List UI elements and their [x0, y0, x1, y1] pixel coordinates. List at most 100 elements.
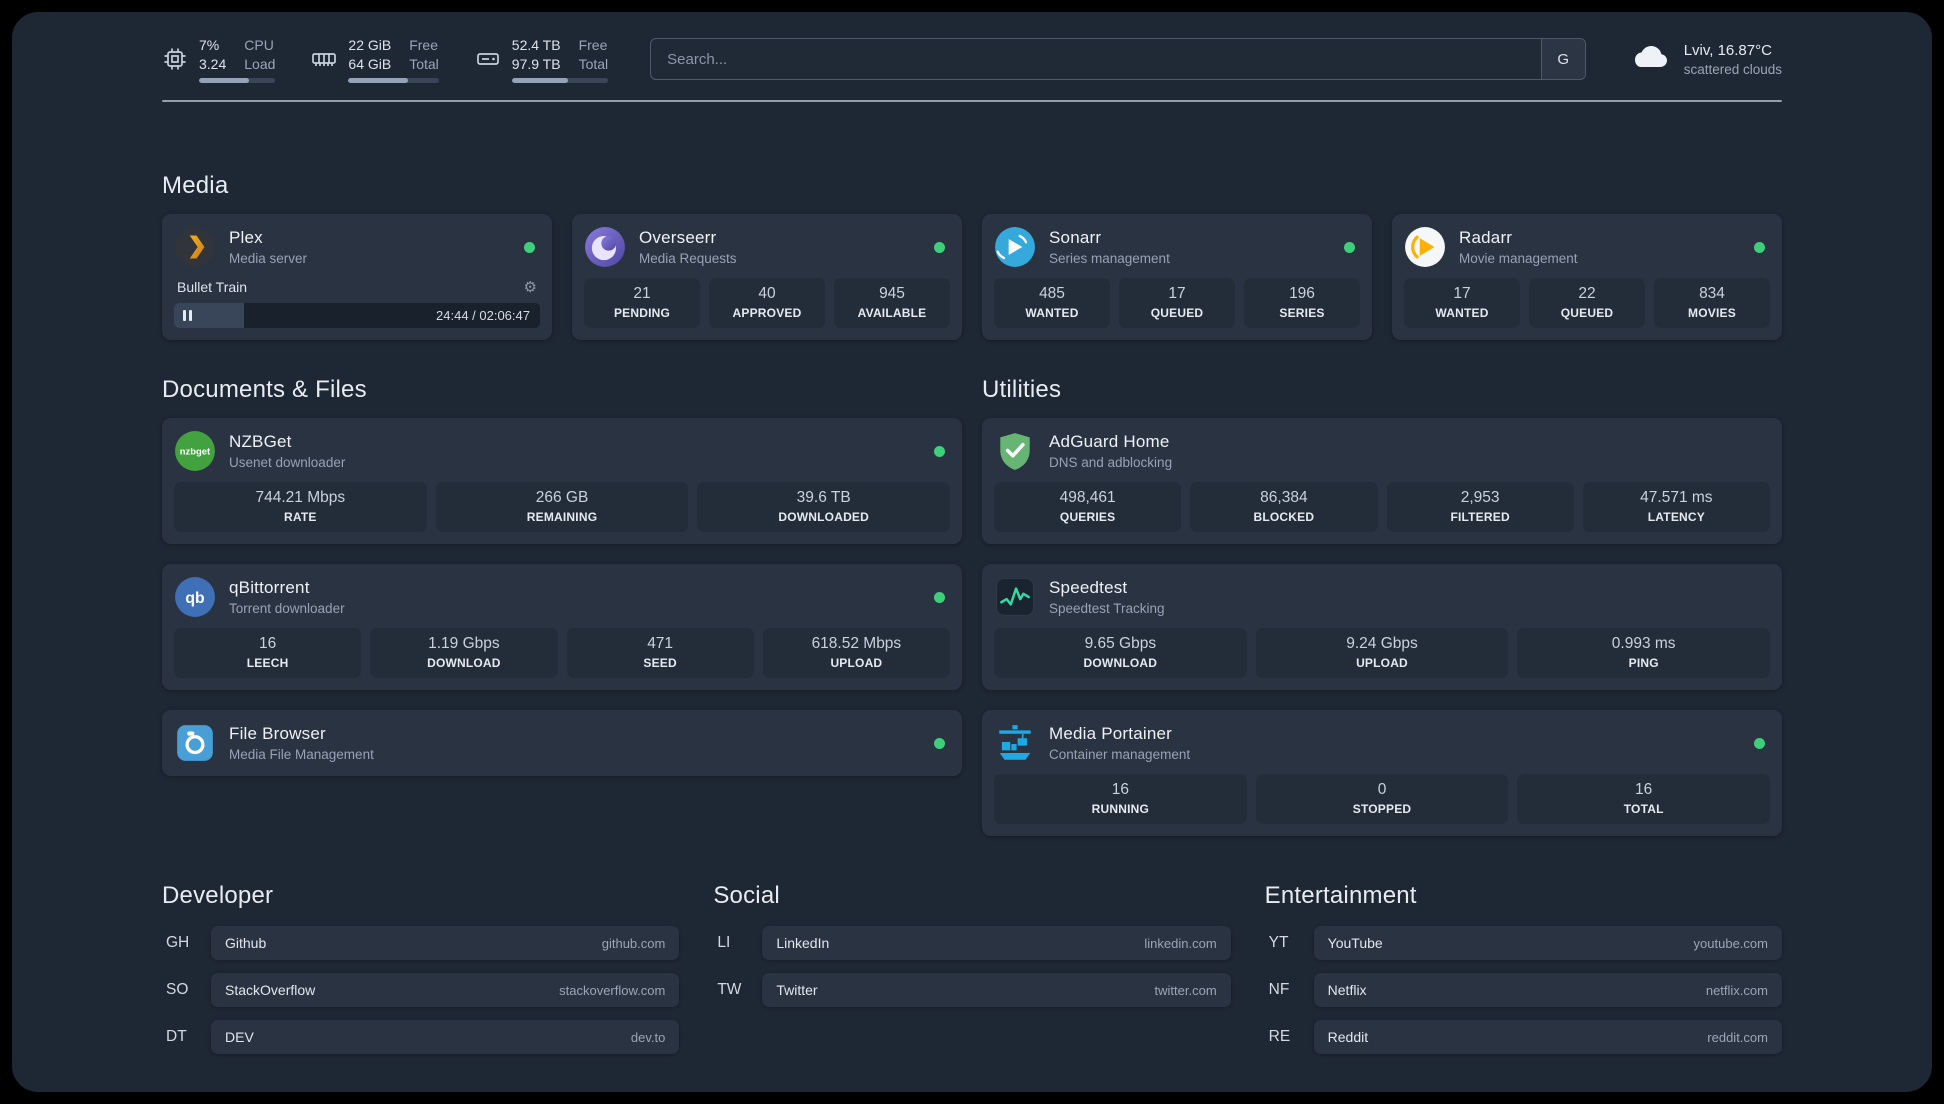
speedtest-link[interactable]: Speedtest Speedtest Tracking	[994, 576, 1770, 618]
radarr-link[interactable]: Radarr Movie management	[1404, 226, 1770, 268]
search-bar: G	[650, 38, 1586, 80]
stat-value: 618.52 Mbps	[811, 635, 902, 652]
overseerr-card: Overseerr Media Requests 21 PENDING 40 A…	[572, 214, 962, 340]
section-title-entertainment: Entertainment	[1264, 882, 1417, 909]
section-title-social: Social	[713, 882, 780, 909]
stat-label: FILTERED	[1450, 510, 1510, 524]
stat-value: 40	[758, 285, 776, 302]
filebrowser-icon	[174, 722, 216, 764]
playback-progress-bar[interactable]: 24:44 / 02:06:47	[174, 303, 540, 328]
bookmark-link-twitter[interactable]: Twitter twitter.com	[762, 973, 1231, 1007]
stat-label: LATENCY	[1647, 510, 1705, 524]
plex-now-playing: Bullet Train ⚙ 24:44 / 02:06:47	[174, 276, 540, 328]
stat-value: 744.21 Mbps	[255, 489, 346, 506]
portainer-card: Media Portainer Container management 16 …	[982, 710, 1782, 836]
stat-label: WANTED	[1025, 306, 1079, 320]
bookmark-link-youtube[interactable]: YouTube youtube.com	[1313, 926, 1782, 960]
bookmark-link-github[interactable]: Github github.com	[211, 926, 680, 960]
service-name: Overseerr	[639, 228, 717, 247]
stat-label: LEECH	[246, 656, 289, 670]
adguard-card: AdGuard Home DNS and adblocking 498,461 …	[982, 418, 1782, 544]
bookmark-link-linkedin[interactable]: LinkedIn linkedin.com	[762, 926, 1231, 960]
stat-block: 17 WANTED	[1404, 278, 1520, 328]
search-input[interactable]	[651, 39, 1541, 79]
service-name: Media Portainer	[1049, 724, 1173, 743]
stat-value: 16	[1111, 781, 1129, 798]
bookmark-link-netflix[interactable]: Netflix netflix.com	[1313, 973, 1782, 1007]
section-title-documents: Documents & Files	[162, 376, 367, 403]
stat-label: UPLOAD	[830, 656, 883, 670]
bookmark-row: SO StackOverflow stackoverflow.com	[162, 973, 680, 1007]
bookmark-abbr: NF	[1268, 981, 1290, 998]
service-name: Plex	[229, 228, 263, 247]
filebrowser-link[interactable]: File Browser Media File Management	[174, 722, 950, 764]
bookmark-row: NF Netflix netflix.com	[1265, 973, 1782, 1007]
disk-free-label: Free	[578, 36, 608, 53]
pause-icon[interactable]	[183, 310, 192, 321]
stat-label: DOWNLOAD	[1083, 656, 1158, 670]
stat-value: 485	[1039, 285, 1065, 302]
service-name: Radarr	[1459, 228, 1513, 247]
bookmark-url: netflix.com	[1705, 982, 1768, 998]
stat-block: 16 TOTAL	[1517, 774, 1771, 824]
portainer-link[interactable]: Media Portainer Container management	[994, 722, 1770, 764]
stat-block: 485 WANTED	[994, 278, 1110, 328]
bookmark-row: GH Github github.com	[162, 926, 680, 960]
stat-row: 485 WANTED 17 QUEUED 196 SERIES	[994, 278, 1360, 328]
disk-progress-bar	[511, 77, 609, 83]
gear-icon[interactable]: ⚙	[523, 279, 537, 296]
stat-value: 21	[633, 285, 651, 302]
stat-label: AVAILABLE	[857, 306, 927, 320]
stat-block: 9.24 Gbps UPLOAD	[1255, 628, 1509, 678]
overseerr-link[interactable]: Overseerr Media Requests	[584, 226, 950, 268]
sonarr-link[interactable]: Sonarr Series management	[994, 226, 1360, 268]
stat-block: 47.571 ms LATENCY	[1582, 482, 1770, 532]
weather-widget[interactable]: Lviv, 16.87°C scattered clouds	[1628, 40, 1782, 78]
nzbget-link[interactable]: nzbget NZBGet Usenet downloader	[174, 430, 950, 472]
bookmark-link-stackoverflow[interactable]: StackOverflow stackoverflow.com	[211, 973, 680, 1007]
stat-label: WANTED	[1435, 306, 1489, 320]
adguard-link[interactable]: AdGuard Home DNS and adblocking	[994, 430, 1770, 472]
stat-label: REMAINING	[526, 510, 598, 524]
bookmark-link-dev[interactable]: DEV dev.to	[211, 1020, 680, 1054]
stat-row: 498,461 QUERIES 86,384 BLOCKED 2,953 FIL…	[994, 482, 1770, 532]
playback-time: 24:44 / 02:06:47	[436, 308, 530, 323]
speedtest-card: Speedtest Speedtest Tracking 9.65 Gbps D…	[982, 564, 1782, 690]
stat-label: UPLOAD	[1356, 656, 1408, 670]
header-divider	[162, 100, 1782, 102]
stat-block: 0 STOPPED	[1255, 774, 1509, 824]
speedtest-icon	[994, 576, 1036, 618]
search-provider-button[interactable]: G	[1540, 39, 1585, 79]
status-dot	[934, 445, 945, 457]
cpu-progress-bar	[199, 77, 276, 83]
memory-free-value: 22 GiB	[348, 36, 392, 53]
top-bar: 7% 3.24 CPU Load	[162, 12, 1782, 83]
plex-link[interactable]: Plex Media server	[174, 226, 540, 268]
bookmark-name: DEV	[225, 1029, 254, 1045]
stat-block: 86,384 BLOCKED	[1190, 482, 1378, 532]
disk-total-label: Total	[578, 55, 609, 72]
disk-free-value: 52.4 TB	[511, 36, 561, 53]
memory-progress-bar	[348, 77, 439, 83]
bookmark-abbr: SO	[166, 981, 189, 998]
stat-block: 16 LEECH	[174, 628, 362, 678]
stat-value: 498,461	[1059, 489, 1116, 506]
bookmark-name: YouTube	[1327, 935, 1383, 951]
cloud-icon	[1628, 40, 1672, 78]
bookmark-url: reddit.com	[1707, 1029, 1768, 1045]
stat-row: 16 LEECH 1.19 Gbps DOWNLOAD 471 SEED 618…	[174, 628, 950, 678]
bookmark-abbr: LI	[717, 934, 731, 951]
stat-value: 17	[1453, 285, 1471, 302]
stat-block: 16 RUNNING	[994, 774, 1247, 824]
stat-label: QUERIES	[1059, 510, 1116, 524]
stat-value: 471	[647, 635, 674, 652]
stat-value: 196	[1289, 285, 1315, 302]
stat-row: 16 RUNNING 0 STOPPED 16 TOTAL	[994, 774, 1771, 824]
bookmark-abbr: TW	[717, 981, 742, 998]
qbittorrent-link[interactable]: qb qBittorrent Torrent downloader	[174, 576, 950, 618]
bookmark-url: linkedin.com	[1144, 935, 1217, 951]
service-name: qBittorrent	[229, 578, 310, 597]
bookmark-link-reddit[interactable]: Reddit reddit.com	[1313, 1020, 1782, 1054]
stat-value: 16	[259, 635, 277, 652]
stat-block: 618.52 Mbps UPLOAD	[762, 628, 950, 678]
